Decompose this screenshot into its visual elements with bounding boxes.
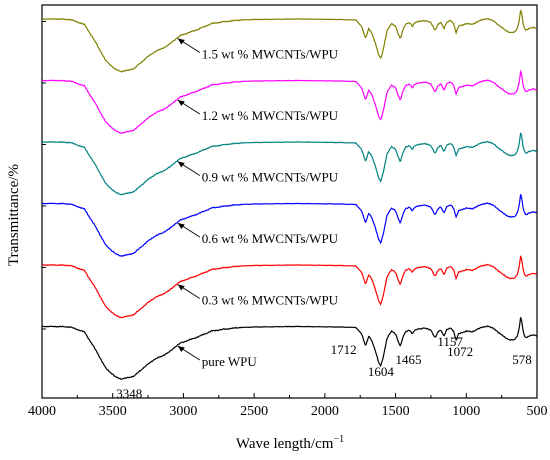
series-label-arrowhead xyxy=(177,161,185,168)
series-label-arrowhead xyxy=(177,223,185,229)
x-axis-title-superscript: −1 xyxy=(333,434,344,445)
peak-label: 1072 xyxy=(447,344,473,359)
series-label-arrowhead xyxy=(177,38,185,45)
peak-label: 1712 xyxy=(331,342,357,357)
series-line xyxy=(41,9,537,73)
series-label: pure WPU xyxy=(202,354,258,369)
series-line xyxy=(41,317,538,380)
x-axis-title: Wave length/cm−1 xyxy=(236,434,344,452)
peak-label: 1465 xyxy=(396,352,422,367)
series-layer xyxy=(41,9,538,380)
x-tick-label: 500 xyxy=(527,404,548,419)
series-label: 0.9 wt % MWCNTs/WPU xyxy=(202,170,339,185)
x-tick-label: 3500 xyxy=(99,404,127,419)
series-line xyxy=(41,69,537,135)
x-tick-label: 3000 xyxy=(169,404,197,419)
series-label: 1.2 wt % MWCNTs/WPU xyxy=(202,108,339,123)
label-layer: 1.5 wt % MWCNTs/WPU 1.2 wt % MWCNTs/WPU 0.… xyxy=(116,38,532,401)
tick-layer: 4000 3500 3000 2500 2000 1500 1000 500 xyxy=(28,21,548,419)
x-tick-label: 1500 xyxy=(382,404,410,419)
peak-label: 3348 xyxy=(116,386,142,401)
series-label-arrowhead xyxy=(177,284,185,291)
series-label: 0.3 wt % MWCNTs/WPU xyxy=(202,293,339,308)
series-line xyxy=(42,194,538,257)
series-label-arrowhead xyxy=(177,100,185,106)
x-axis-title-main: Wave length/cm xyxy=(236,436,334,452)
x-tick-label: 4000 xyxy=(28,404,56,419)
peak-label: 578 xyxy=(512,352,532,367)
x-tick-label: 2500 xyxy=(240,404,268,419)
series-label: 1.5 wt % MWCNTs/WPU xyxy=(202,47,339,62)
x-tick-label: 1000 xyxy=(452,404,480,419)
series-label: 0.6 wt % MWCNTs/WPU xyxy=(202,231,339,246)
x-tick-label: 2000 xyxy=(311,404,339,419)
y-axis-title: Transmittance/% xyxy=(6,164,22,266)
series-line xyxy=(41,255,538,319)
peak-label: 1604 xyxy=(368,364,395,379)
series-label-arrowhead xyxy=(177,346,185,352)
peak-label: 1157 xyxy=(437,334,463,349)
series-line xyxy=(41,132,538,196)
